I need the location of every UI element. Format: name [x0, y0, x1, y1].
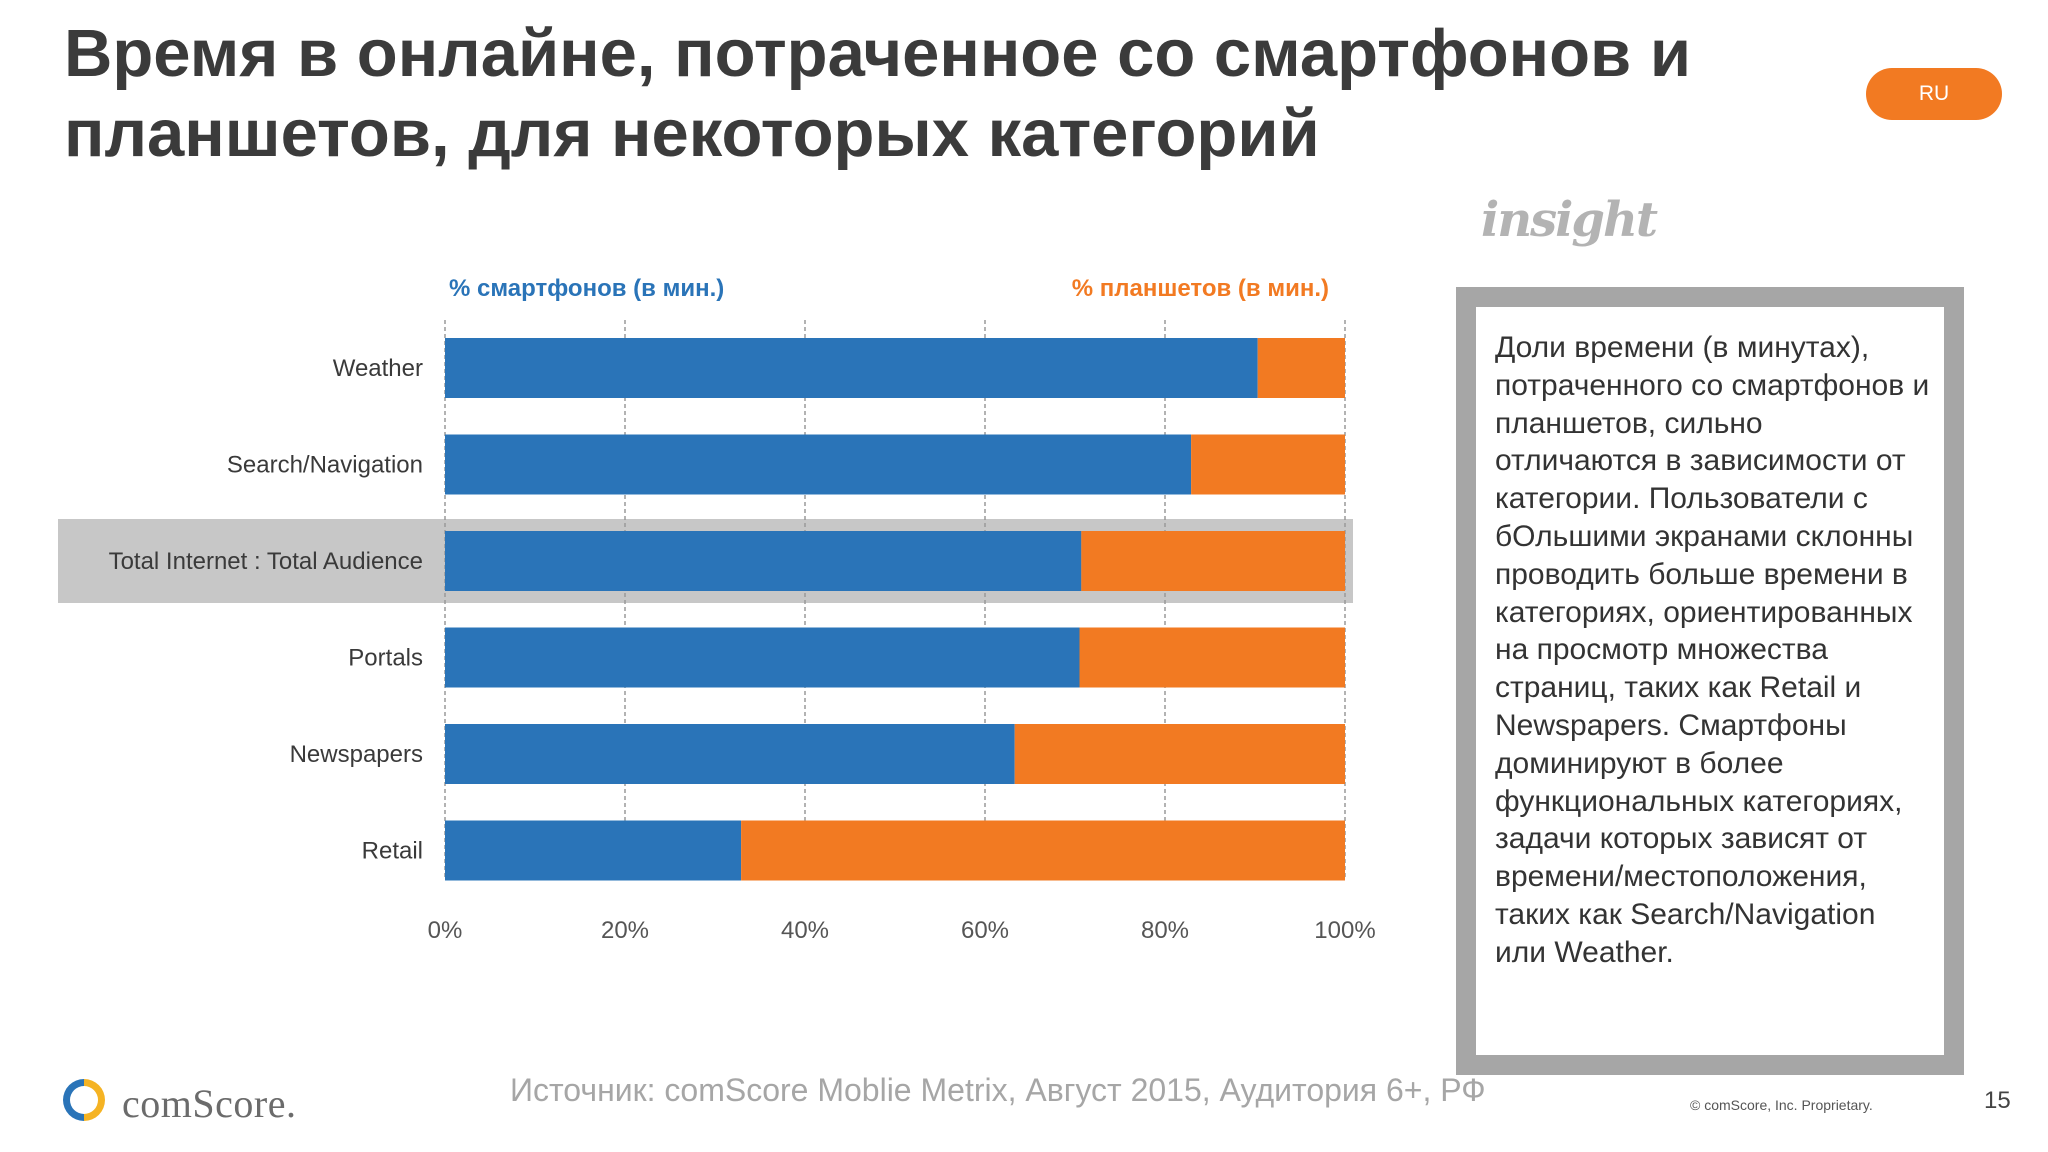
category-label: Search/Navigation: [227, 452, 423, 479]
bar-tablet: [1191, 434, 1345, 495]
category-label: Newspapers: [290, 741, 423, 768]
category-label: Total Internet : Total Audience: [109, 548, 423, 575]
bar-tablet: [1079, 627, 1345, 688]
category-label: Weather: [333, 355, 423, 382]
category-label: Retail: [362, 838, 423, 865]
x-tick-label: 60%: [961, 917, 1009, 944]
page-number: 15: [1984, 1087, 2011, 1114]
copyright: © comScore, Inc. Proprietary.: [1690, 1097, 1873, 1113]
legend-tablet: % планшетов (в мин.): [1072, 275, 1329, 302]
stacked-bar-chart: Weather Search/Navigation Total Internet :…: [58, 275, 1376, 944]
category-label: Portals: [348, 645, 423, 672]
x-tick-label: 0%: [428, 917, 463, 944]
comscore-wordmark: comScore.: [122, 1081, 297, 1126]
insight-note-inner: Доли времени (в минутах), потраченного с…: [1476, 307, 1944, 1055]
insight-note-text: Доли времени (в минутах), потраченного с…: [1495, 331, 1930, 969]
bar-smartphone: [445, 338, 1258, 398]
slide-title: Время в онлайне, потраченное со смартфон…: [64, 16, 1692, 171]
bar-smartphone: [445, 820, 742, 881]
insight-note-box: Доли времени (в минутах), потраченного с…: [1456, 287, 1964, 1075]
bar-tablet: [1014, 724, 1345, 784]
comscore-logo-icon: [63, 1079, 105, 1121]
bar-tablet: [1081, 531, 1345, 591]
x-tick-label: 20%: [601, 917, 649, 944]
legend-smartphone: % смартфонов (в мин.): [449, 275, 724, 302]
x-tick-label: 80%: [1141, 917, 1189, 944]
bar-tablet: [1257, 338, 1345, 398]
bar-smartphone: [445, 627, 1080, 688]
bar-tablet: [741, 820, 1345, 881]
source-note: Источник: comScore Moblie Metrix, Август…: [510, 1072, 1486, 1108]
bar-smartphone: [445, 531, 1082, 591]
language-badge: RU: [1866, 68, 2002, 120]
bar-smartphone: [445, 434, 1192, 495]
insight-logo: insight: [1481, 192, 1658, 248]
x-tick-label: 40%: [781, 917, 829, 944]
x-tick-label: 100%: [1314, 917, 1375, 944]
bar-smartphone: [445, 724, 1015, 784]
